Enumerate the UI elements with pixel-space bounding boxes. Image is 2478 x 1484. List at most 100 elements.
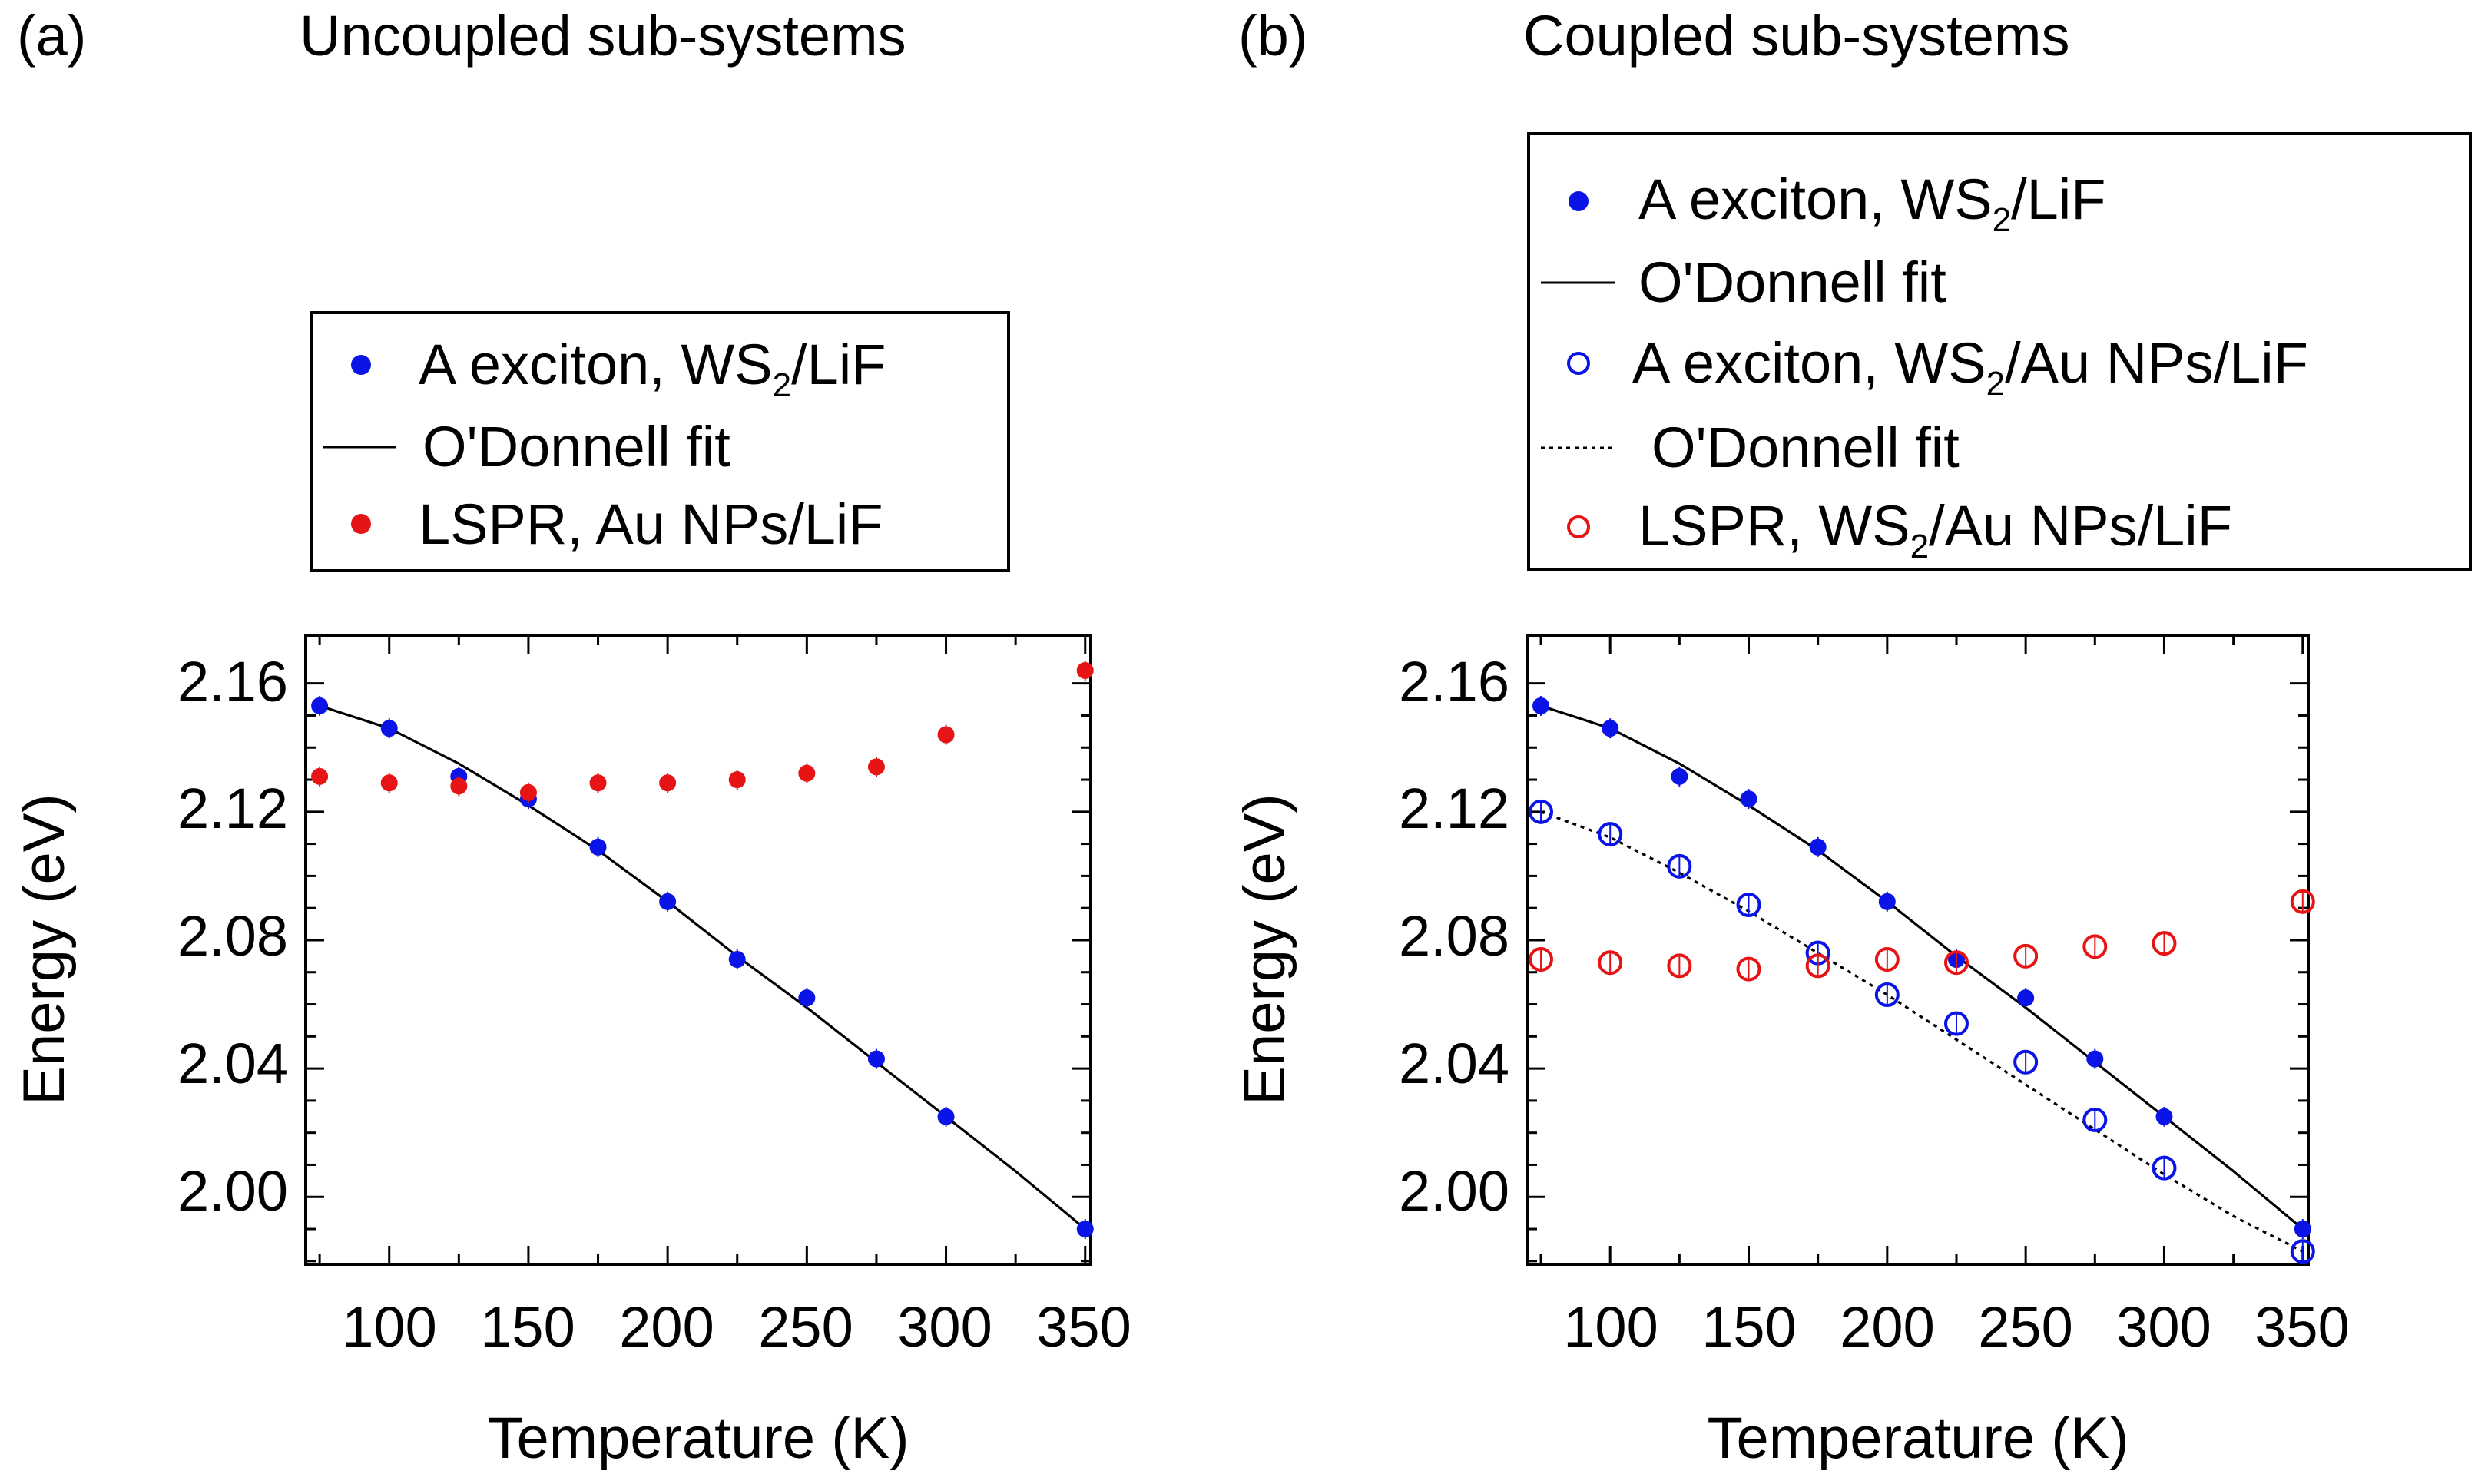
data-point-a-2 — [1076, 661, 1094, 679]
panel-a-title: Uncoupled sub-systems — [300, 4, 906, 68]
plot-b-ytick-216: 2.16 — [1399, 650, 1509, 714]
data-point-a-2 — [659, 774, 677, 792]
plot-a-ytick-204: 2.04 — [177, 1032, 288, 1095]
data-point-a-0 — [380, 720, 398, 737]
plot-b-ytick-200: 2.00 — [1399, 1159, 1509, 1223]
legend-b-marker-lspr — [1567, 515, 1590, 538]
panel-a-legend: A exciton, WS2/LiF O'Donnell fit LSPR, A… — [310, 311, 1010, 572]
data-point-b-0 — [2086, 1050, 2104, 1068]
data-point-a-0 — [798, 989, 816, 1007]
plot-a-ylabel: Energy (eV) — [12, 793, 77, 1105]
data-point-b-2 — [1529, 799, 1554, 824]
data-point-b-0 — [1809, 838, 1827, 856]
plot-a-xtick-100: 100 — [342, 1295, 436, 1359]
plot-a-ytick-208: 2.08 — [177, 904, 288, 968]
legend-b-label-lspr: LSPR, WS2/Au NPs/LiF — [1638, 494, 2232, 565]
data-point-b-2 — [1736, 893, 1761, 917]
panel-b-legend: A exciton, WS2/LiF O'Donnell fit A excit… — [1527, 132, 2472, 571]
fit-line-a-1 — [319, 704, 1086, 1231]
data-point-a-0 — [937, 1108, 955, 1125]
plot-b-ylabel: Energy (eV) — [1232, 793, 1297, 1105]
data-point-b-4 — [2013, 943, 2039, 969]
data-point-a-0 — [728, 951, 746, 969]
plot-a-frame — [304, 634, 1092, 1266]
data-point-b-0 — [1671, 767, 1688, 785]
panel-b-label: (b) — [1238, 4, 1307, 68]
data-point-b-4 — [1943, 950, 1969, 976]
legend-b-label-fit: O'Donnell fit — [1638, 250, 1946, 314]
fit-line-b-1 — [1540, 704, 2304, 1231]
legend-a-label-lspr: LSPR, Au NPs/LiF — [419, 492, 883, 556]
legend-b-marker-exciton-au — [1567, 352, 1590, 375]
plot-b-data — [1529, 695, 2315, 1264]
panel-b: (b) Coupled sub-systems A exciton, WS2/L… — [1232, 4, 2472, 1471]
plot-a-xtick-150: 150 — [480, 1295, 575, 1359]
legend-a-label-exciton: A exciton, WS2/LiF — [419, 333, 886, 404]
data-point-a-2 — [519, 783, 537, 801]
plot-a-xlabel: Temperature (K) — [487, 1406, 909, 1471]
legend-b-label-exciton: A exciton, WS2/LiF — [1638, 167, 2105, 239]
plot-b-xtick-350: 350 — [2254, 1295, 2349, 1359]
plot-a-ytick-200: 2.00 — [177, 1159, 288, 1223]
data-point-a-0 — [311, 697, 329, 714]
plot-a-xtick-250: 250 — [758, 1295, 853, 1359]
data-point-b-4 — [2290, 889, 2315, 914]
data-point-a-2 — [450, 777, 468, 795]
data-point-a-2 — [798, 764, 816, 782]
plot-b-ytick-204: 2.04 — [1399, 1032, 1509, 1095]
plot-a-xtick-200: 200 — [619, 1295, 714, 1359]
data-point-a-0 — [1076, 1221, 1094, 1238]
plot-b-xtick-250: 250 — [1978, 1295, 2072, 1359]
fit-line-b-3 — [1540, 810, 2304, 1253]
data-point-a-2 — [589, 774, 607, 792]
plot-a-ticks — [306, 635, 1091, 1264]
data-point-b-2 — [2082, 1107, 2108, 1132]
data-point-b-0 — [1740, 790, 1757, 808]
data-point-b-2 — [2013, 1049, 2039, 1075]
panel-a-label: (a) — [17, 4, 86, 68]
data-point-b-2 — [1667, 853, 1692, 879]
legend-b-box — [1527, 132, 2472, 571]
plot-b-ytick-212: 2.12 — [1399, 777, 1509, 840]
data-point-b-0 — [2155, 1108, 2173, 1125]
plot-a-xtick-350: 350 — [1036, 1295, 1131, 1359]
data-point-a-2 — [380, 774, 398, 792]
data-point-a-2 — [867, 758, 885, 776]
data-point-b-4 — [2152, 931, 2177, 956]
legend-b-label-exciton-au: A exciton, WS2/Au NPs/LiF — [1632, 331, 2308, 402]
legend-a-marker-exciton — [351, 355, 371, 375]
data-point-b-2 — [1943, 1011, 1969, 1036]
data-point-a-0 — [867, 1050, 885, 1068]
plot-b-xtick-200: 200 — [1840, 1295, 1934, 1359]
data-point-b-4 — [1529, 947, 1554, 972]
data-point-b-4 — [1805, 953, 1830, 979]
plot-b-xlabel: Temperature (K) — [1707, 1406, 2128, 1471]
data-point-b-4 — [1667, 953, 1692, 979]
plot-a-xtick-300: 300 — [897, 1295, 992, 1359]
plot-b-xtick-100: 100 — [1563, 1295, 1658, 1359]
data-point-b-2 — [2290, 1239, 2315, 1264]
data-point-a-2 — [728, 771, 746, 789]
data-point-b-0 — [1532, 697, 1550, 714]
plot-a-data — [311, 660, 1094, 1240]
data-point-b-4 — [1598, 950, 1623, 976]
data-point-a-0 — [659, 893, 677, 910]
data-point-b-2 — [2152, 1155, 2177, 1181]
legend-b-marker-exciton — [1569, 191, 1589, 211]
panel-b-title: Coupled sub-systems — [1523, 4, 2070, 68]
data-point-b-0 — [2294, 1221, 2311, 1238]
plot-b-xtick-150: 150 — [1701, 1295, 1796, 1359]
plot-b-xtick-300: 300 — [2116, 1295, 2211, 1359]
data-point-b-2 — [1874, 982, 1900, 1007]
data-point-b-4 — [1736, 956, 1761, 982]
plot-a-ytick-212: 2.12 — [177, 777, 288, 840]
panel-a: (a) Uncoupled sub-systems A exciton, WS2… — [12, 4, 1131, 1471]
data-point-a-2 — [937, 726, 955, 744]
data-point-a-2 — [311, 767, 329, 785]
plot-a-ytick-216: 2.16 — [177, 650, 288, 714]
data-point-b-4 — [1874, 947, 1900, 972]
data-point-b-0 — [1878, 893, 1896, 910]
data-point-a-0 — [589, 838, 607, 856]
data-point-b-0 — [1602, 720, 1619, 737]
